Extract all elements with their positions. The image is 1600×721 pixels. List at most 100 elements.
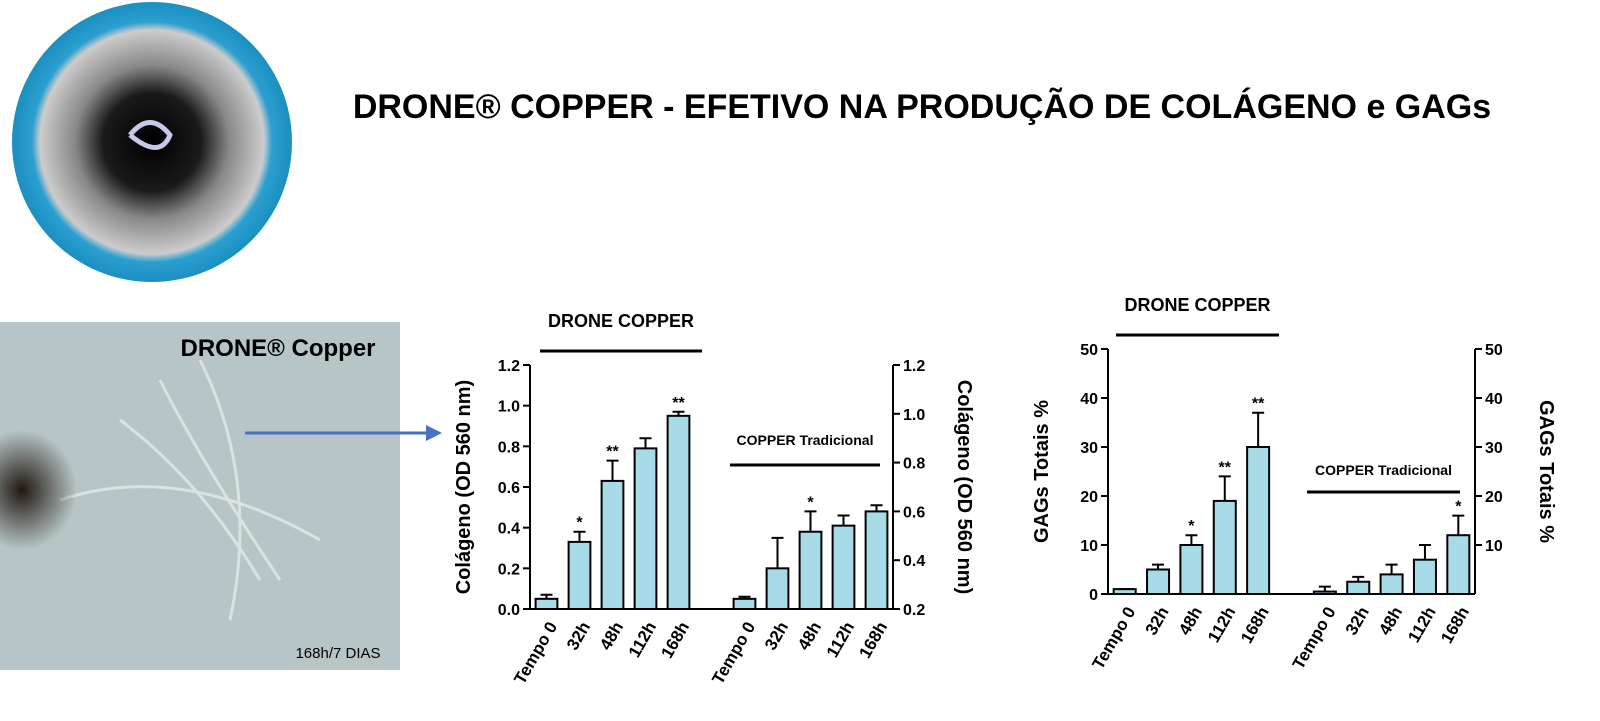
arrow xyxy=(245,425,442,441)
x-tick-label: 48h xyxy=(1375,604,1406,639)
y-tick-label: 0.2 xyxy=(498,561,520,578)
y-tick-label: 0.6 xyxy=(498,480,520,497)
bar xyxy=(666,414,691,611)
bar xyxy=(732,597,757,610)
error-bar xyxy=(639,437,652,449)
y-tick-label: 0 xyxy=(1089,587,1098,604)
x-tick-label: Tempo 0 xyxy=(1289,604,1340,673)
y-tick-label: 20 xyxy=(1080,489,1098,506)
bar xyxy=(600,479,625,610)
bar xyxy=(765,567,790,610)
x-tick-label: 48h xyxy=(1175,604,1206,639)
error-bar xyxy=(573,530,586,542)
y-axis-label: GAGs Totais % xyxy=(1031,400,1053,543)
group-label: DRONE COPPER xyxy=(1124,295,1270,315)
y-axis-label: Colágeno (OD 560 nm) xyxy=(453,380,475,594)
error-bar xyxy=(1318,585,1331,592)
x-tick-label: 32h xyxy=(563,619,594,654)
error-bar xyxy=(1352,575,1365,582)
group-label: COPPER Tradicional xyxy=(1315,462,1452,478)
error-bar xyxy=(1252,411,1265,447)
bar xyxy=(1246,446,1271,595)
bar xyxy=(1312,590,1337,595)
bar xyxy=(798,530,823,611)
y2-axis-label: GAGs Totais % xyxy=(1535,400,1557,543)
bar xyxy=(1412,558,1437,596)
bar xyxy=(633,447,658,610)
y-tick-label: 0.8 xyxy=(498,439,520,456)
x-tick-label: 112h xyxy=(1404,604,1439,646)
x-tick-label: 168h xyxy=(855,619,891,662)
y2-axis-label: Colágeno (OD 560 nm) xyxy=(953,380,975,594)
error-bar xyxy=(837,514,850,526)
error-bar xyxy=(771,536,784,569)
significance: * xyxy=(1188,518,1195,535)
y2-tick-label: 40 xyxy=(1485,391,1503,408)
error-bar xyxy=(804,510,817,532)
x-tick-label: Tempo 0 xyxy=(1089,604,1140,673)
photo-caption: 168h/7 DIAS xyxy=(295,645,380,662)
bar xyxy=(1212,499,1237,595)
error-bar xyxy=(1385,563,1398,575)
x-tick-label: 168h xyxy=(1237,604,1273,647)
bar xyxy=(1379,573,1404,596)
x-tick-label: 112h xyxy=(1204,604,1239,646)
error-bar xyxy=(1218,475,1231,501)
error-bar xyxy=(1152,563,1165,570)
x-tick-label: Tempo 0 xyxy=(708,619,759,688)
group-label: DRONE COPPER xyxy=(548,311,694,331)
bar xyxy=(1446,534,1471,596)
microscope-photo: DRONE® Copper 168h/7 DIAS xyxy=(0,322,400,670)
bar xyxy=(1179,544,1204,595)
error-bar xyxy=(870,504,883,512)
molecule-image xyxy=(12,2,292,282)
x-tick-label: 168h xyxy=(1437,604,1473,647)
y-tick-label: 0.0 xyxy=(498,602,520,619)
error-bar xyxy=(1185,534,1198,545)
significance: ** xyxy=(606,444,619,461)
bar xyxy=(1146,568,1171,595)
y2-tick-label: 0.4 xyxy=(903,553,925,570)
y-tick-label: 50 xyxy=(1080,342,1098,359)
bar xyxy=(534,597,559,610)
x-tick-label: 32h xyxy=(1142,604,1173,639)
y2-tick-label: 50 xyxy=(1485,342,1503,359)
y-tick-label: 40 xyxy=(1080,391,1098,408)
y2-tick-label: 30 xyxy=(1485,440,1503,457)
error-bar xyxy=(1452,514,1465,536)
group-label: COPPER Tradicional xyxy=(737,432,874,448)
bar xyxy=(1346,580,1371,595)
significance: * xyxy=(807,494,814,511)
y2-tick-label: 10 xyxy=(1485,538,1503,555)
x-tick-label: 32h xyxy=(1342,604,1373,639)
significance: ** xyxy=(1219,459,1232,476)
significance: * xyxy=(1455,499,1462,516)
significance: ** xyxy=(672,395,685,412)
error-bar xyxy=(672,410,685,416)
error-bar xyxy=(606,459,619,481)
y2-tick-label: 0.2 xyxy=(903,602,925,619)
y-tick-label: 10 xyxy=(1080,538,1098,555)
error-bar xyxy=(540,593,553,599)
error-bar xyxy=(1418,544,1431,560)
significance: * xyxy=(576,515,583,532)
y2-tick-label: 0.6 xyxy=(903,504,925,521)
y2-tick-label: 0.8 xyxy=(903,456,925,473)
x-tick-label: 48h xyxy=(794,619,825,654)
bar xyxy=(567,540,592,611)
y2-tick-label: 20 xyxy=(1485,489,1503,506)
photo-label: DRONE® Copper xyxy=(180,335,375,362)
bar xyxy=(831,524,856,611)
x-tick-label: 32h xyxy=(761,619,792,654)
y-tick-label: 30 xyxy=(1080,440,1098,457)
x-tick-label: Tempo 0 xyxy=(510,619,561,688)
bar xyxy=(864,510,889,610)
y2-tick-label: 1.2 xyxy=(903,358,925,375)
significance: ** xyxy=(1252,396,1265,413)
x-tick-label: 48h xyxy=(596,619,627,654)
x-tick-label: 112h xyxy=(823,619,858,661)
error-bar xyxy=(738,595,751,599)
y-tick-label: 1.2 xyxy=(498,358,520,375)
x-tick-label: 168h xyxy=(657,619,693,662)
